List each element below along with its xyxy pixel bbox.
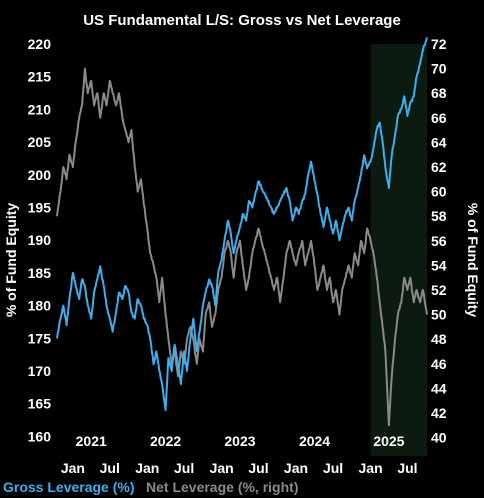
y-right-tick-72: 72 xyxy=(431,36,447,52)
y-right-tick-66: 66 xyxy=(431,110,447,126)
y-left-tick-165: 165 xyxy=(28,396,52,412)
x-tick-6: Jan xyxy=(284,460,308,476)
year-label-2024: 2024 xyxy=(299,433,330,449)
legend-net: Net Leverage (%, right) xyxy=(146,479,298,495)
y-left-tick-200: 200 xyxy=(28,167,52,183)
x-tick-4: Jan xyxy=(210,460,234,476)
y-right-tick-52: 52 xyxy=(431,282,447,298)
shaded-region xyxy=(370,44,427,456)
y-right-tick-46: 46 xyxy=(431,356,447,372)
y-right-tick-50: 50 xyxy=(431,307,447,323)
x-tick-2: Jan xyxy=(135,460,159,476)
y-right-tick-56: 56 xyxy=(431,233,447,249)
x-tick-1: Jul xyxy=(100,460,120,476)
y-right-tick-60: 60 xyxy=(431,184,447,200)
year-label-2021: 2021 xyxy=(76,433,107,449)
y-right-tick-44: 44 xyxy=(431,380,447,396)
y-right-tick-70: 70 xyxy=(431,61,447,77)
y-right-tick-42: 42 xyxy=(431,405,447,421)
y-right-tick-68: 68 xyxy=(431,85,447,101)
y-right-tick-62: 62 xyxy=(431,159,447,175)
y-right-tick-48: 48 xyxy=(431,331,447,347)
y-left-tick-175: 175 xyxy=(28,330,52,346)
x-tick-8: Jan xyxy=(359,460,383,476)
series-line-net-leverage xyxy=(56,67,428,427)
year-label-2023: 2023 xyxy=(224,433,255,449)
y-axis-right-label: % of Fund Equity xyxy=(465,203,481,318)
x-tick-3: Jul xyxy=(174,460,194,476)
x-tick-7: Jul xyxy=(323,460,343,476)
x-tick-9: Jul xyxy=(397,460,417,476)
y-left-tick-205: 205 xyxy=(28,134,52,150)
chart-title: US Fundamental L/S: Gross vs Net Leverag… xyxy=(83,12,401,29)
y-left-tick-170: 170 xyxy=(28,363,52,379)
y-right-tick-54: 54 xyxy=(431,257,447,273)
series-line-gross-leverage xyxy=(56,37,428,412)
year-label-2022: 2022 xyxy=(150,433,181,449)
y-left-tick-190: 190 xyxy=(28,232,52,248)
y-left-tick-185: 185 xyxy=(28,265,52,281)
y-left-tick-210: 210 xyxy=(28,101,52,117)
y-left-tick-215: 215 xyxy=(28,69,52,85)
y-right-tick-64: 64 xyxy=(431,134,447,150)
year-label-2025: 2025 xyxy=(373,433,404,449)
y-left-tick-180: 180 xyxy=(28,298,52,314)
x-tick-5: Jul xyxy=(248,460,268,476)
y-left-tick-220: 220 xyxy=(28,36,52,52)
y-left-tick-160: 160 xyxy=(28,428,52,444)
x-tick-0: Jan xyxy=(61,460,85,476)
y-right-tick-58: 58 xyxy=(431,208,447,224)
y-axis-left-label: % of Fund Equity xyxy=(3,203,19,318)
y-right-tick-40: 40 xyxy=(431,430,447,446)
y-left-tick-195: 195 xyxy=(28,199,52,215)
legend-gross: Gross Leverage (%) xyxy=(3,479,135,495)
